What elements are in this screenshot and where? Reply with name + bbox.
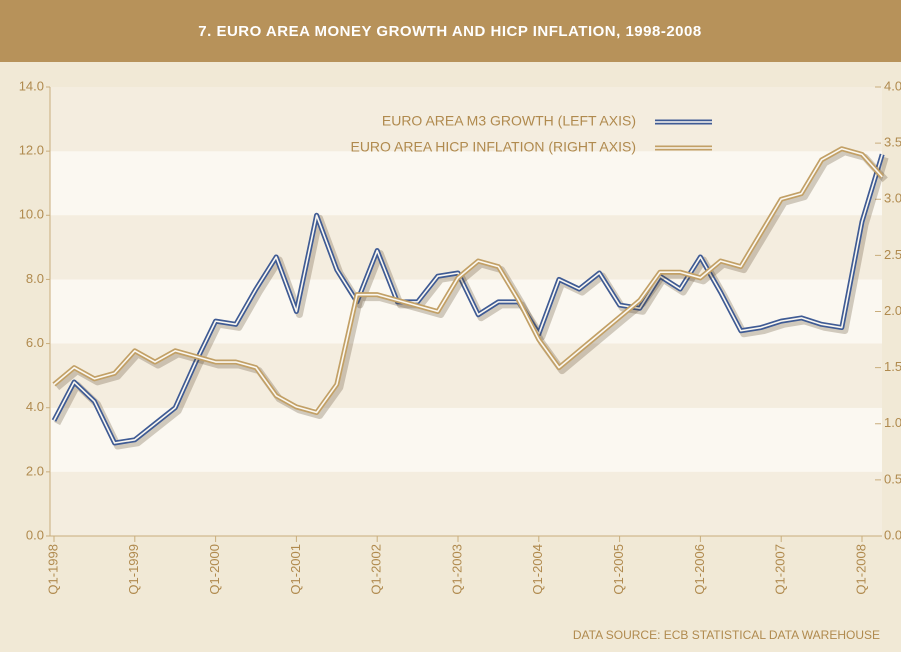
legend-label: EURO AREA M3 GROWTH (LEFT AXIS): [382, 113, 636, 129]
x-tick-label: Q1-2003: [449, 544, 464, 595]
y-tick-label: 6.0: [26, 335, 44, 350]
source-note: DATA SOURCE: ECB STATISTICAL DATA WAREHO…: [573, 628, 880, 642]
y-tick-label: 10.0: [19, 207, 44, 222]
grid-band: [50, 151, 882, 216]
y2-tick-label: 3.5: [884, 135, 901, 150]
y-tick-label: 0.0: [26, 527, 44, 542]
x-tick-label: Q1-2004: [530, 544, 545, 595]
y-tick-label: 8.0: [26, 271, 44, 286]
y2-tick-label: 1.0: [884, 415, 901, 430]
y-tick-label: 4.0: [26, 399, 44, 414]
legend-label: EURO AREA HICP INFLATION (RIGHT AXIS): [350, 139, 636, 155]
y-tick-label: 12.0: [19, 143, 44, 158]
x-tick-label: Q1-1998: [45, 544, 60, 595]
x-tick-label: Q1-1999: [126, 544, 141, 595]
y-tick-label: 14.0: [19, 78, 44, 93]
grid-band: [50, 87, 882, 152]
line: [53, 154, 883, 444]
grid-band: [50, 407, 882, 472]
y2-tick-label: 4.0: [884, 78, 901, 93]
y2-tick-label: 2.0: [884, 303, 901, 318]
y2-tick-label: 0.5: [884, 471, 901, 486]
grid-band: [50, 471, 882, 536]
y2-tick-label: 0.0: [884, 527, 901, 542]
chart-title: 7. EURO AREA MONEY GROWTH AND HICP INFLA…: [198, 23, 701, 40]
x-tick-label: Q1-2005: [611, 544, 626, 595]
x-tick-label: Q1-2007: [773, 544, 788, 595]
x-tick-label: Q1-2001: [288, 544, 303, 595]
title-bar: [0, 0, 901, 62]
line: [53, 147, 883, 414]
y2-tick-label: 2.5: [884, 247, 901, 262]
y2-tick-label: 1.5: [884, 359, 901, 374]
x-tick-label: Q1-2000: [207, 544, 222, 595]
y-tick-label: 2.0: [26, 463, 44, 478]
x-tick-label: Q1-2006: [692, 544, 707, 595]
x-tick-label: Q1-2008: [853, 544, 868, 595]
x-tick-label: Q1-2002: [369, 544, 384, 595]
y2-tick-label: 3.0: [884, 191, 901, 206]
